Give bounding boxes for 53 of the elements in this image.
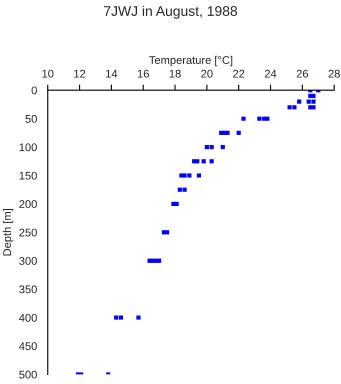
point [241, 116, 246, 121]
point [182, 188, 187, 192]
y-tick-label: 400 [19, 314, 37, 322]
point [157, 258, 162, 263]
x-tick-label: 14 [106, 70, 118, 78]
point [311, 100, 316, 104]
point [178, 188, 182, 192]
point [210, 159, 214, 164]
point [288, 105, 292, 110]
point [136, 315, 141, 320]
point [210, 144, 214, 150]
point [236, 130, 241, 135]
y-tick-label: 50 [25, 114, 37, 123]
point [292, 105, 296, 110]
y-tick-label: 300 [19, 257, 37, 265]
y-tick-label: 450 [19, 342, 37, 350]
point [114, 315, 118, 320]
point [174, 202, 179, 206]
x-tick-label: 18 [170, 70, 181, 78]
point [311, 105, 316, 110]
x-tick-label: 24 [264, 70, 276, 78]
x-tick-label: 22 [233, 70, 244, 78]
y-tick-label: 0 [32, 86, 37, 94]
point [202, 159, 206, 164]
x-tick-label: 10 [42, 70, 54, 78]
x-tick-label: 26 [296, 70, 308, 78]
point [225, 130, 230, 135]
y-tick-label: 150 [20, 172, 37, 180]
point [195, 159, 200, 164]
y-tick-label: 350 [19, 285, 37, 294]
point [220, 144, 225, 150]
point [306, 100, 311, 104]
y-tick-label: 200 [19, 200, 37, 208]
y-tick-label: 100 [20, 143, 37, 152]
x-tick-label: 28 [328, 70, 340, 78]
x-tick-label: 20 [201, 70, 213, 78]
point [311, 94, 316, 98]
point [196, 173, 201, 178]
y-tick-label: 500 [19, 370, 37, 379]
y-axis-title: Depth [m] [2, 209, 14, 256]
point [297, 100, 302, 104]
y-tick-label: 250 [19, 228, 37, 236]
x-tick-label: 16 [138, 70, 149, 78]
point [165, 230, 170, 234]
point [265, 116, 270, 121]
point [257, 116, 262, 121]
point [182, 173, 187, 178]
x-axis-title: Temperature [°C] [149, 56, 232, 66]
point [118, 315, 124, 320]
chart-title: 7JWJ in August, 1988 [104, 6, 238, 19]
point [187, 173, 192, 178]
x-tick-label: 12 [74, 70, 86, 78]
point [204, 144, 209, 150]
